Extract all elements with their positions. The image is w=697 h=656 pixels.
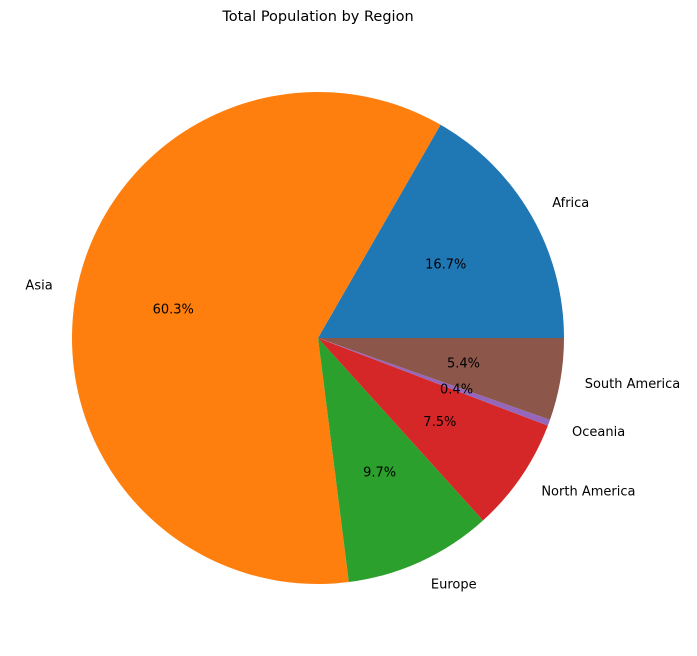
slice-category-label: Asia bbox=[25, 278, 52, 293]
slice-category-label: Africa bbox=[552, 196, 589, 211]
slice-percent-label: 60.3% bbox=[153, 302, 194, 317]
slice-category-label: South America bbox=[585, 377, 681, 392]
pie-slice-south-america bbox=[318, 338, 565, 420]
slice-percent-label: 5.4% bbox=[447, 356, 480, 371]
chart-title: Total Population by Region bbox=[221, 9, 413, 25]
slice-percent-label: 7.5% bbox=[423, 415, 456, 430]
slice-percent-label: 9.7% bbox=[363, 466, 396, 481]
pie-slice-africa bbox=[318, 124, 564, 338]
pie-slice-oceania bbox=[318, 338, 550, 426]
pie-slice-north-america bbox=[318, 338, 548, 521]
slice-category-label: Oceania bbox=[572, 425, 625, 440]
slice-category-label: North America bbox=[541, 484, 635, 499]
slice-percent-label: 16.7% bbox=[425, 258, 466, 273]
pie-slices bbox=[71, 91, 565, 584]
pie-labels: 16.7% Africa 60.3% Asia 9.7% Europe 7.5% North … bbox=[25, 196, 680, 592]
pie-slice-europe bbox=[318, 338, 483, 583]
slice-category-label: Europe bbox=[431, 577, 477, 592]
pie-slice-asia bbox=[71, 91, 441, 584]
slice-percent-label: 0.4% bbox=[440, 382, 473, 397]
